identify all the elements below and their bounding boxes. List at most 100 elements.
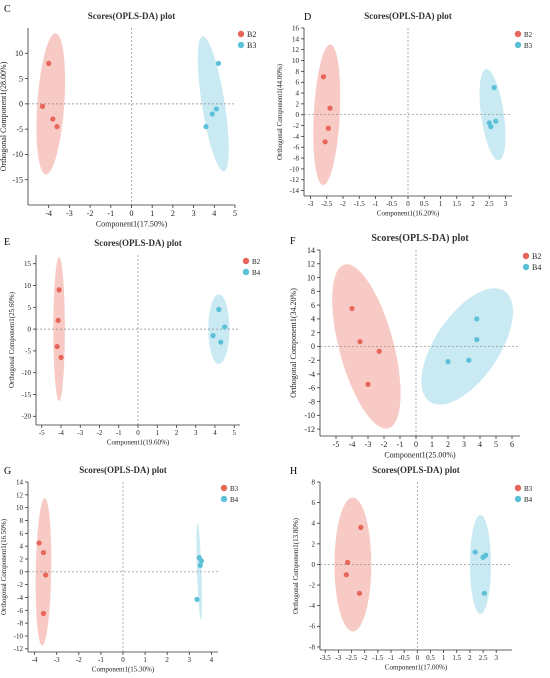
y-tick-label: 6	[312, 499, 316, 507]
y-tick-label: 0	[19, 100, 23, 109]
x-tick-label: 1	[143, 656, 147, 664]
y-tick-label: 10	[24, 282, 32, 290]
y-tick-label: 4	[312, 520, 316, 528]
data-point-b3	[358, 524, 364, 530]
data-point-b4	[445, 359, 451, 365]
chart-title: Scores(OPLS-DA) plot	[88, 11, 176, 21]
x-tick-label: -0.5	[386, 200, 398, 208]
legend-label: B4	[230, 496, 239, 504]
data-point-b4	[198, 558, 205, 564]
data-point-b3	[493, 118, 499, 124]
x-tick-label: -1	[98, 656, 104, 664]
x-tick-label: -1	[388, 654, 394, 662]
data-point-b4	[210, 333, 216, 339]
x-tick-label: -2	[362, 654, 368, 662]
x-tick-label: -4	[58, 429, 64, 437]
x-tick-label: 5	[233, 209, 237, 218]
x-tick-label: -2	[97, 429, 103, 437]
x-tick-label: 1.5	[452, 200, 461, 208]
data-point-b3	[40, 549, 47, 556]
y-tick-label: 15	[24, 260, 32, 268]
x-tick-label: 4	[212, 209, 216, 218]
y-axis-label: Orthogonal Component1(25.60%)	[8, 291, 16, 388]
x-axis-label: Component1(17.50%)	[96, 220, 168, 229]
data-point-b2	[58, 354, 64, 361]
x-tick-label: 2	[468, 654, 472, 662]
legend-label: B2	[252, 258, 261, 266]
chart-title: Scores(OPLS-DA) plot	[372, 465, 460, 475]
x-tick-label: 3	[462, 440, 466, 449]
x-tick-label: 1	[439, 200, 443, 208]
confidence-ellipse-b3	[35, 498, 52, 646]
confidence-ellipse-b4	[208, 294, 230, 364]
legend-marker-b3	[514, 484, 522, 492]
x-tick-label: -3	[54, 656, 60, 664]
y-tick-label: -4	[309, 602, 315, 610]
y-tick-label: -15	[22, 391, 32, 399]
y-tick-label: 6	[311, 301, 315, 310]
x-tick-label: 3	[194, 429, 198, 437]
x-tick-label: -4	[32, 656, 38, 664]
x-axis-label: Component1(25.00%)	[384, 451, 456, 460]
chart-title: Scores(OPLS-DA) plot	[94, 238, 182, 248]
y-tick-label: -12	[290, 176, 300, 184]
panel-e: E Scores(OPLS-DA) plot-5 -4 -3 -2 -1 0 1 2 3 4 5151…	[4, 237, 261, 446]
y-tick-label: 8	[312, 478, 316, 486]
y-tick-label: 14	[307, 246, 315, 255]
x-tick-label: 0	[136, 429, 140, 437]
y-tick-label: 12	[307, 260, 315, 269]
x-tick-label: 0.5	[426, 654, 435, 662]
legend-label: B3	[247, 41, 256, 50]
panel-letter: E	[4, 237, 10, 248]
x-tick-label: 3	[494, 654, 498, 662]
y-tick-label: 4	[296, 89, 300, 97]
confidence-ellipse-b2	[36, 33, 66, 175]
data-point-b3	[343, 572, 349, 578]
y-tick-label: 10	[292, 57, 300, 65]
x-axis-label: Component1(16.20%)	[377, 209, 440, 217]
x-tick-label: 6	[510, 440, 514, 449]
data-point-b2	[322, 139, 328, 145]
y-tick-label: 2	[296, 100, 300, 108]
x-axis-label: Component1(15.30%)	[92, 665, 155, 673]
legend-marker-b4	[220, 495, 228, 503]
x-tick-label: -3	[335, 654, 341, 662]
data-point-b2	[325, 125, 331, 131]
x-tick-label: 2	[471, 200, 475, 208]
y-tick-label: 0	[20, 568, 24, 576]
legend-label: B4	[532, 263, 541, 272]
x-tick-label: -5	[333, 440, 340, 449]
y-tick-label: -6	[17, 607, 23, 615]
data-point-b3	[43, 572, 49, 578]
x-tick-label: -3	[66, 209, 73, 218]
legend-label: B3	[230, 485, 239, 493]
y-tick-label: -5	[25, 347, 31, 355]
y-tick-label: -5	[16, 125, 23, 134]
data-point-b4	[222, 324, 228, 330]
x-tick-label: -0.5	[399, 654, 411, 662]
panel-letter: D	[304, 12, 311, 23]
x-tick-label: -2.5	[321, 200, 333, 208]
y-tick-label: -12	[14, 645, 24, 653]
y-tick-label: -2	[308, 356, 315, 365]
x-tick-label: 2.5	[479, 654, 488, 662]
x-tick-label: -4	[45, 209, 52, 218]
y-tick-label: 4	[311, 315, 315, 324]
data-point-b2	[365, 381, 371, 387]
x-tick-label: -1	[373, 200, 379, 208]
data-point-b2	[50, 116, 56, 122]
data-point-b3	[209, 111, 215, 117]
chart-title: Scores(OPLS-DA) plot	[371, 233, 469, 244]
y-tick-label: -8	[308, 397, 315, 406]
panel-g: G Scores(OPLS-DA) plot-4 -3 -2 -1 0 1 2 3 4141210…	[0, 465, 239, 673]
data-point-b3	[203, 124, 209, 130]
chart-title: Scores(OPLS-DA) plot	[79, 465, 167, 475]
y-tick-label: -10	[22, 369, 32, 377]
legend-marker-b4	[522, 263, 530, 271]
y-tick-label: -14	[290, 187, 300, 195]
data-point-b4	[472, 549, 478, 555]
x-tick-label: 0	[130, 209, 134, 218]
y-tick-label: 14	[292, 35, 300, 43]
